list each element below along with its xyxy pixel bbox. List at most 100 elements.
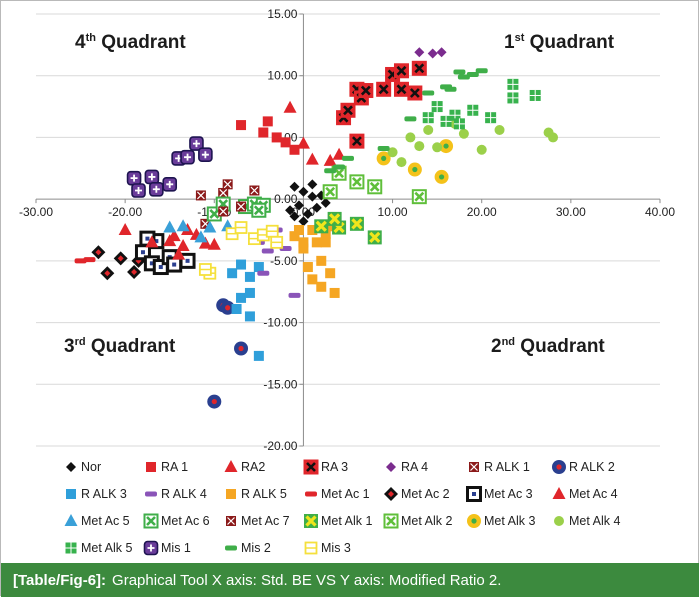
legend-item: Met Alk 4 <box>554 514 620 528</box>
data-point <box>194 230 208 243</box>
legend-label: Met Alk 5 <box>81 541 132 555</box>
legend-label: Met Alk 1 <box>321 514 372 528</box>
series-met-alk-5 <box>422 78 541 130</box>
caption-tag: [Table/Fig-6]: <box>13 571 107 589</box>
data-point <box>265 224 279 238</box>
series-ra-4 <box>414 47 447 59</box>
legend-item: Met Ac 5 <box>64 514 130 528</box>
data-point <box>195 190 206 201</box>
data-point <box>314 219 329 234</box>
legend-item: Met Ac 7 <box>226 514 290 528</box>
data-point <box>189 136 204 151</box>
x-tick-label: 20.00 <box>467 205 497 219</box>
legend-item: Met Alk 3 <box>467 514 535 528</box>
data-point <box>302 208 313 219</box>
legend-item: R ALK 5 <box>226 487 287 501</box>
legend-marker <box>146 462 156 472</box>
data-point <box>332 147 346 160</box>
data-point <box>280 137 291 148</box>
series-met-ac-2 <box>91 245 146 281</box>
data-point <box>180 149 195 165</box>
legend-marker <box>305 491 317 497</box>
series-r-alk-5 <box>289 221 340 298</box>
quadrant-4-label: 4th Quadrant <box>75 32 186 53</box>
series-r-alk-2 <box>207 298 249 409</box>
data-point <box>144 169 160 185</box>
data-point <box>179 252 196 269</box>
data-point <box>358 83 374 99</box>
data-point <box>261 248 274 254</box>
data-point <box>307 274 318 285</box>
legend-marker <box>386 462 396 472</box>
legend-item: Met Alk 1 <box>304 514 372 528</box>
legend-label: RA 4 <box>401 460 428 474</box>
legend-marker <box>304 514 318 528</box>
data-point <box>244 287 255 298</box>
data-point <box>316 255 327 266</box>
legend-marker <box>383 513 399 529</box>
legend-marker <box>384 487 398 501</box>
figure-caption: [Table/Fig-6]: Graphical Tool X axis: St… <box>1 563 699 597</box>
data-point <box>289 211 300 222</box>
data-point <box>529 89 541 101</box>
legend-label: Met Ac 3 <box>484 487 533 501</box>
series-r-alk-3 <box>227 259 264 361</box>
x-tick-label: 10.00 <box>378 205 408 219</box>
data-point <box>466 71 479 77</box>
legend-label: R ALK 4 <box>161 487 207 501</box>
scatter-chart: -30.00 -20.00 -10.00 0.00 10.00 20.00 30.00 40.… <box>19 7 675 556</box>
legend-marker <box>554 516 564 526</box>
data-point <box>166 256 183 273</box>
x-tick-label: -30.00 <box>19 205 53 219</box>
series-met-ac-6 <box>206 196 271 222</box>
legend-label: Met Ac 1 <box>321 487 370 501</box>
legend-item: RA2 <box>224 460 265 474</box>
data-point <box>91 245 106 260</box>
legend-marker <box>225 545 237 551</box>
legend-marker <box>226 489 236 499</box>
data-point <box>324 168 337 174</box>
data-point <box>207 237 221 250</box>
series-met-alk-4 <box>387 118 559 168</box>
data-point <box>367 230 382 245</box>
legend-item: Met Ac 4 <box>552 487 618 501</box>
data-point <box>349 174 365 190</box>
legend-marker <box>224 460 238 472</box>
legend-marker <box>143 540 159 556</box>
legend-item: R ALK 2 <box>552 460 615 474</box>
data-point <box>307 225 318 235</box>
legend-item: Mis 3 <box>304 541 351 555</box>
data-point <box>414 47 425 58</box>
data-point <box>270 235 284 249</box>
x-tick-label: -20.00 <box>108 205 142 219</box>
data-point <box>234 341 249 356</box>
legend-marker <box>467 514 481 528</box>
data-point <box>198 236 212 249</box>
data-point <box>258 127 269 138</box>
data-point <box>289 231 300 242</box>
tick-labels: -30.00 -20.00 -10.00 0.00 10.00 20.00 30.00 40.… <box>19 7 675 453</box>
legend-label: Met Ac 4 <box>569 487 618 501</box>
legend-item: Met Ac 3 <box>466 486 533 502</box>
gridlines <box>36 13 660 447</box>
y-tick-label: 15.00 <box>267 7 297 21</box>
data-point <box>236 120 247 131</box>
data-point <box>485 112 497 124</box>
legend-item: Met Ac 1 <box>305 487 370 501</box>
data-point <box>377 146 390 152</box>
legend-marker <box>552 487 566 499</box>
legend-item: RA 3 <box>303 459 348 475</box>
data-point <box>453 69 466 75</box>
data-point <box>457 74 470 80</box>
data-point <box>285 205 296 216</box>
data-point <box>548 132 559 143</box>
data-point <box>320 228 331 239</box>
data-point <box>407 85 423 101</box>
legend-label: R ALK 1 <box>484 460 530 474</box>
data-point <box>325 221 336 232</box>
y-tick-label: -5.00 <box>270 254 298 268</box>
data-point <box>432 142 443 153</box>
data-point <box>340 102 356 118</box>
series-met-ac-4 <box>118 223 221 260</box>
data-point <box>427 48 438 59</box>
